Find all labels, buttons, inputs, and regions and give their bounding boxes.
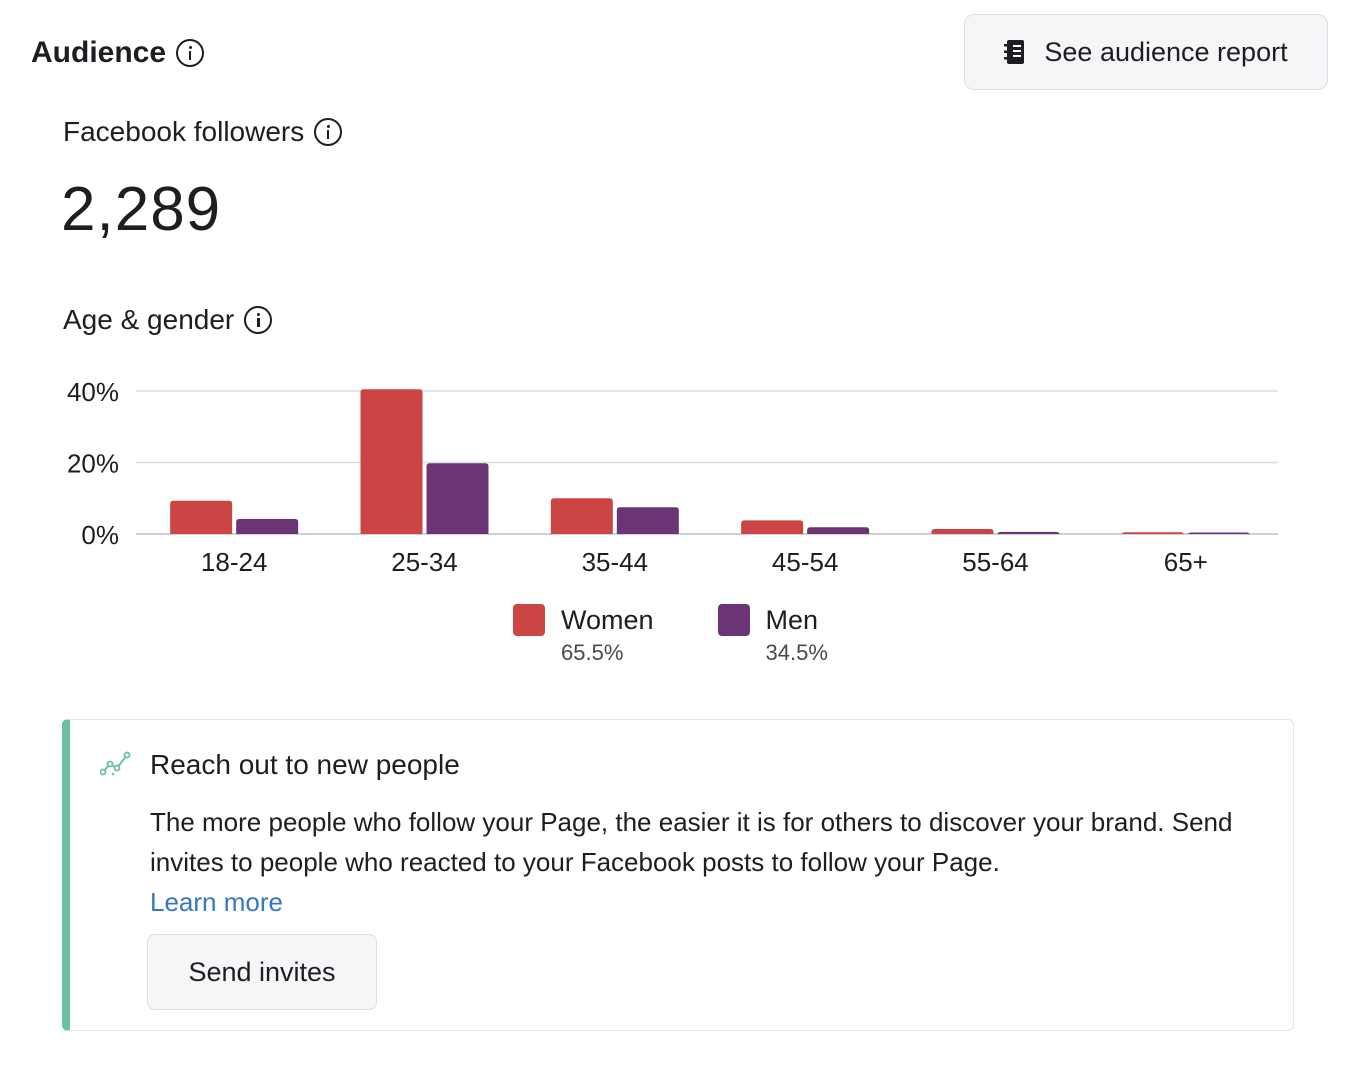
page-title: Audience — [31, 36, 167, 69]
info-icon[interactable] — [314, 118, 343, 146]
legend-item-men: Men 34.5% — [717, 604, 828, 666]
bar-men-35-44[interactable] — [616, 507, 679, 534]
legend-pct-men: 34.5% — [765, 640, 828, 665]
bar-women-18-24[interactable] — [170, 500, 233, 534]
bar-men-45-54[interactable] — [807, 527, 870, 534]
age-gender-chart: 0% 20% 40% 18-24 25-34 35-44 45-54 55-64 65+ — [67, 377, 1278, 577]
send-invites-button[interactable]: Send invites — [147, 934, 377, 1010]
followers-section: Facebook followers — [63, 113, 343, 151]
x-tick-label: 35-44 — [582, 547, 649, 577]
bar-women-55-64[interactable] — [931, 528, 994, 534]
card-body: The more people who follow your Page, th… — [150, 802, 1280, 922]
legend-pct-women: 65.5% — [561, 640, 624, 665]
y-tick-label: 20% — [67, 449, 119, 479]
reach-out-card: Reach out to new people The more people … — [62, 719, 1294, 1031]
legend-item-women: Women 65.5% — [513, 604, 654, 666]
x-tick-label: 65+ — [1164, 547, 1208, 577]
see-audience-report-label: See audience report — [1044, 36, 1288, 67]
followers-count: 2,289 — [61, 175, 222, 244]
chart-bars — [170, 389, 1250, 536]
bar-women-25-34[interactable] — [360, 389, 423, 534]
x-tick-label: 55-64 — [962, 547, 1029, 577]
card-body-text: The more people who follow your Page, th… — [150, 807, 1233, 877]
audience-header: Audience — [31, 33, 205, 73]
followers-label: Facebook followers — [63, 116, 305, 147]
bar-women-65+[interactable] — [1121, 532, 1184, 536]
bar-men-25-34[interactable] — [426, 463, 489, 534]
y-tick-label: 0% — [81, 520, 119, 550]
see-audience-report-button[interactable]: See audience report — [964, 14, 1328, 90]
age-gender-section: Age & gender — [63, 301, 273, 339]
chart-y-ticks: 0% 20% 40% — [67, 377, 119, 550]
trend-icon — [100, 751, 131, 776]
info-icon[interactable] — [176, 39, 205, 67]
chart-gridlines — [136, 390, 1278, 535]
chart-x-ticks: 18-24 25-34 35-44 45-54 55-64 65+ — [201, 547, 1208, 577]
bar-men-65+[interactable] — [1187, 532, 1250, 536]
legend-swatch-women — [513, 604, 545, 636]
age-gender-label: Age & gender — [63, 304, 235, 335]
bar-women-45-54[interactable] — [741, 520, 804, 534]
x-tick-label: 45-54 — [772, 547, 839, 577]
card-title: Reach out to new people — [150, 749, 460, 780]
x-tick-label: 25-34 — [391, 547, 458, 577]
info-icon[interactable] — [244, 306, 273, 334]
report-icon — [1004, 40, 1025, 64]
chart-legend: Women 65.5% Men 34.5% — [513, 604, 828, 666]
bar-men-55-64[interactable] — [997, 531, 1060, 535]
y-tick-label: 40% — [67, 377, 119, 407]
legend-label-women: Women — [561, 604, 654, 635]
x-tick-label: 18-24 — [201, 547, 268, 577]
bar-women-35-44[interactable] — [550, 498, 613, 534]
legend-label-men: Men — [765, 604, 819, 635]
learn-more-link[interactable]: Learn more — [150, 887, 283, 917]
bar-men-18-24[interactable] — [236, 518, 299, 534]
legend-swatch-men — [717, 604, 750, 636]
